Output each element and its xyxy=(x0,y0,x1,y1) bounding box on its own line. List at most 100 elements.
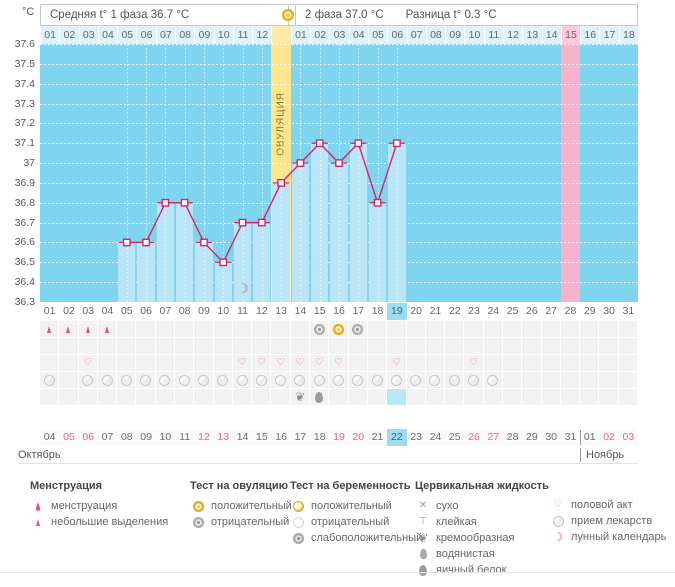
icon-cell[interactable] xyxy=(136,372,156,389)
icon-cell[interactable] xyxy=(541,372,561,389)
icon-cell[interactable] xyxy=(483,355,503,372)
x-axis-day[interactable]: 24 xyxy=(487,305,500,317)
icon-cell[interactable] xyxy=(117,389,137,406)
x-axis-day[interactable]: 08 xyxy=(178,305,191,317)
x-axis-day[interactable]: 18 xyxy=(371,305,384,317)
calendar-date-cell[interactable]: 28 xyxy=(506,431,519,443)
icon-cell[interactable] xyxy=(194,372,214,389)
icon-cell[interactable] xyxy=(425,372,446,389)
icon-cell[interactable] xyxy=(78,372,98,389)
icon-cell[interactable] xyxy=(502,321,523,338)
x-axis-day[interactable]: 23 xyxy=(468,305,480,317)
x-axis-day[interactable]: 09 xyxy=(198,305,210,317)
temperature-column[interactable] xyxy=(368,202,387,302)
x-axis-day[interactable]: 11 xyxy=(237,305,248,317)
icon-cell[interactable] xyxy=(310,389,330,406)
icon-cell[interactable] xyxy=(522,321,542,338)
phase2-day-cell[interactable]: 06 xyxy=(387,26,407,44)
icon-cell[interactable] xyxy=(348,372,368,389)
icon-cell[interactable] xyxy=(213,372,233,389)
phase2-day-cell[interactable]: 15 xyxy=(560,26,581,44)
icon-cell[interactable] xyxy=(310,338,330,355)
icon-cell[interactable] xyxy=(445,389,465,406)
icon-cell[interactable]: ♡ xyxy=(387,355,407,372)
icon-cell[interactable] xyxy=(40,321,60,338)
icon-cell[interactable] xyxy=(580,372,600,389)
icon-cell[interactable] xyxy=(445,355,465,372)
icon-cell[interactable]: ♡ xyxy=(329,355,349,372)
temperature-column[interactable] xyxy=(137,242,155,302)
icon-cell[interactable] xyxy=(232,338,253,355)
icon-cell[interactable] xyxy=(117,321,137,338)
icon-cell[interactable] xyxy=(252,389,272,406)
icon-cell[interactable] xyxy=(329,321,349,338)
calendar-date-cell[interactable]: 27 xyxy=(487,431,500,443)
icon-cell[interactable] xyxy=(464,389,484,406)
calendar-date-cell[interactable]: 03 xyxy=(622,431,635,443)
icon-cell[interactable] xyxy=(445,338,465,355)
calendar-date-cell[interactable]: 19 xyxy=(333,431,345,443)
cycle-day-cell[interactable]: 10 xyxy=(213,26,233,44)
icon-cell[interactable] xyxy=(40,389,60,406)
icon-cell[interactable] xyxy=(310,372,330,389)
icon-cell[interactable] xyxy=(618,389,638,406)
calendar-date-cell[interactable]: 14 xyxy=(236,431,249,443)
x-axis-day[interactable]: 13 xyxy=(275,305,287,317)
x-axis-day[interactable]: 31 xyxy=(622,305,635,317)
icon-cell[interactable] xyxy=(541,321,561,338)
icon-cell[interactable] xyxy=(175,372,195,389)
icon-cell[interactable] xyxy=(78,389,98,406)
icon-cell[interactable] xyxy=(290,338,311,355)
icon-cell[interactable] xyxy=(445,321,465,338)
icon-cell[interactable] xyxy=(387,372,407,389)
x-axis-day[interactable]: 27 xyxy=(545,305,558,317)
icon-cell[interactable] xyxy=(425,321,446,338)
icon-cell[interactable] xyxy=(387,321,407,338)
calendar-date-cell[interactable]: 29 xyxy=(526,431,538,443)
icon-cell[interactable] xyxy=(271,338,291,355)
icon-cell[interactable] xyxy=(599,372,619,389)
calendar-date-cell[interactable]: 30 xyxy=(545,431,558,443)
cycle-day-cell[interactable]: 02 xyxy=(59,26,79,44)
icon-cell[interactable]: ❦ xyxy=(290,389,311,406)
icon-cell[interactable] xyxy=(502,372,523,389)
phase2-day-cell[interactable]: 02 xyxy=(310,26,330,44)
icon-cell[interactable] xyxy=(560,355,581,372)
calendar-date-cell[interactable]: 07 xyxy=(101,431,114,443)
cycle-day-cell[interactable]: 08 xyxy=(175,26,195,44)
calendar-date-cell[interactable]: 16 xyxy=(275,431,287,443)
icon-cell[interactable] xyxy=(194,355,214,372)
icon-cell[interactable] xyxy=(271,389,291,406)
cycle-day-cell[interactable]: 07 xyxy=(155,26,176,44)
icon-cell[interactable] xyxy=(155,338,176,355)
icon-cell[interactable] xyxy=(136,338,156,355)
icon-cell[interactable]: ♡ xyxy=(78,355,98,372)
icon-cell[interactable] xyxy=(464,321,484,338)
icon-cell[interactable] xyxy=(271,321,291,338)
x-axis-day[interactable]: 22 xyxy=(448,305,461,317)
icon-cell[interactable]: ♡ xyxy=(252,355,272,372)
phase2-day-cell[interactable]: 13 xyxy=(522,26,542,44)
icon-cell[interactable] xyxy=(541,338,561,355)
icon-cell[interactable] xyxy=(97,389,118,406)
icon-cell[interactable] xyxy=(580,355,600,372)
phase2-day-cell[interactable]: 03 xyxy=(329,26,349,44)
icon-cell[interactable] xyxy=(348,389,368,406)
phase2-day-cell[interactable]: 07 xyxy=(406,26,426,44)
icon-cell[interactable] xyxy=(117,338,137,355)
icon-cell[interactable] xyxy=(522,338,542,355)
icon-cell[interactable] xyxy=(367,372,388,389)
icon-cell[interactable] xyxy=(329,372,349,389)
icon-cell[interactable] xyxy=(560,372,581,389)
calendar-date-cell[interactable]: 13 xyxy=(217,431,230,443)
icon-cell[interactable] xyxy=(502,338,523,355)
icon-cell[interactable] xyxy=(464,372,484,389)
x-axis-day[interactable]: 16 xyxy=(333,305,345,317)
x-axis-day[interactable]: 15 xyxy=(313,305,326,317)
icon-cell[interactable] xyxy=(387,389,407,406)
x-axis-day[interactable]: 12 xyxy=(255,305,268,317)
phase2-day-cell[interactable]: 01 xyxy=(290,26,311,44)
icon-cell[interactable] xyxy=(252,338,272,355)
phase2-day-cell[interactable]: 10 xyxy=(464,26,484,44)
icon-cell[interactable] xyxy=(329,338,349,355)
